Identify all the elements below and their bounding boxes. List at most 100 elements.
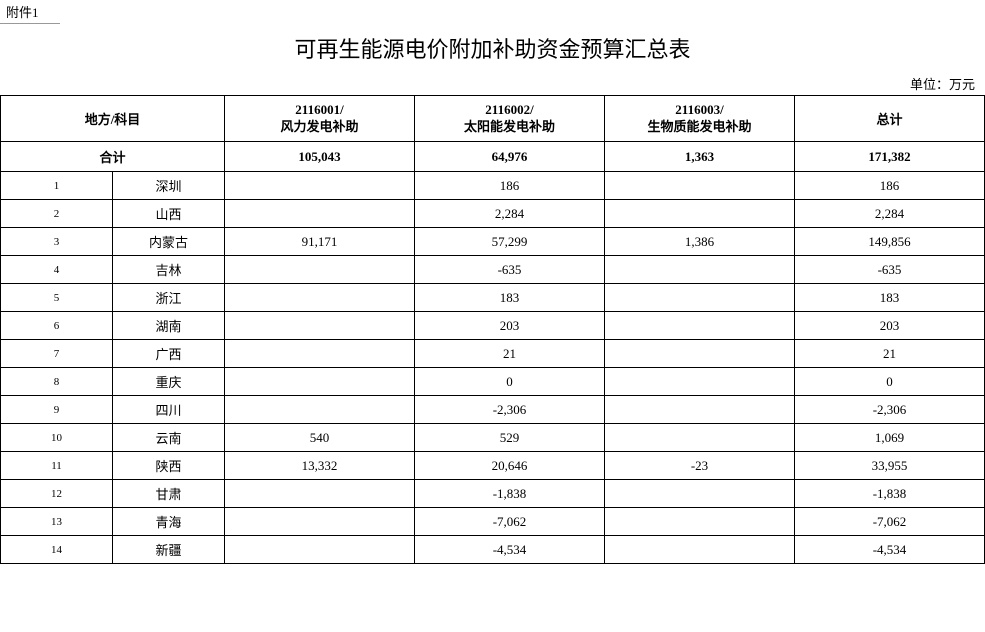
row-total: 21	[795, 340, 985, 368]
row-col2: 529	[415, 424, 605, 452]
row-col2: -1,838	[415, 480, 605, 508]
row-index: 7	[1, 340, 113, 368]
header-col1-code: 2116001/	[231, 102, 408, 119]
table-body: 1深圳1861862山西2,2842,2843内蒙古91,17157,2991,…	[1, 172, 985, 564]
row-region: 山西	[113, 200, 225, 228]
row-col2: 57,299	[415, 228, 605, 256]
table-sum-row: 合计 105,043 64,976 1,363 171,382	[1, 142, 985, 172]
header-total: 总计	[795, 96, 985, 142]
table-row: 4吉林-635-635	[1, 256, 985, 284]
row-region: 新疆	[113, 536, 225, 564]
row-col1	[225, 480, 415, 508]
row-total: 149,856	[795, 228, 985, 256]
row-region: 广西	[113, 340, 225, 368]
header-col3-name: 生物质能发电补助	[611, 119, 788, 136]
table-row: 1深圳 186 186	[1, 172, 985, 200]
row-col2: 20,646	[415, 452, 605, 480]
sum-col1: 105,043	[225, 142, 415, 172]
row-index: 12	[1, 480, 113, 508]
row-total: 33,955	[795, 452, 985, 480]
table-row: 11陕西13,33220,646-2333,955	[1, 452, 985, 480]
table-header-row: 地方/科目 2116001/ 风力发电补助 2116002/ 太阳能发电补助 2…	[1, 96, 985, 142]
row-total: -1,838	[795, 480, 985, 508]
table-row: 6湖南203203	[1, 312, 985, 340]
row-col3	[605, 508, 795, 536]
row-col2: 203	[415, 312, 605, 340]
row-col3	[605, 172, 795, 200]
header-col1: 2116001/ 风力发电补助	[225, 96, 415, 142]
row-index: 4	[1, 256, 113, 284]
row-col1	[225, 340, 415, 368]
page-title: 可再生能源电价附加补助资金预算汇总表	[0, 24, 985, 70]
row-index: 6	[1, 312, 113, 340]
row-index: 1	[1, 172, 113, 200]
row-col3: 1,386	[605, 228, 795, 256]
row-col3	[605, 256, 795, 284]
header-col1-name: 风力发电补助	[231, 119, 408, 136]
header-col3-code: 2116003/	[611, 102, 788, 119]
unit-label: 单位：万元	[0, 70, 985, 95]
row-region: 陕西	[113, 452, 225, 480]
row-col3	[605, 368, 795, 396]
row-col3	[605, 424, 795, 452]
row-col3	[605, 340, 795, 368]
table-row: 14新疆 -4,534 -4,534	[1, 536, 985, 564]
header-col3: 2116003/ 生物质能发电补助	[605, 96, 795, 142]
row-total: -7,062	[795, 508, 985, 536]
header-region-subject: 地方/科目	[1, 96, 225, 142]
row-col3	[605, 312, 795, 340]
attachment-label: 附件1	[0, 0, 60, 24]
row-col2: -4,534	[415, 536, 605, 564]
row-total: 183	[795, 284, 985, 312]
row-region: 内蒙古	[113, 228, 225, 256]
row-col1	[225, 256, 415, 284]
row-index: 11	[1, 452, 113, 480]
row-region: 云南	[113, 424, 225, 452]
row-col2: 21	[415, 340, 605, 368]
header-col2: 2116002/ 太阳能发电补助	[415, 96, 605, 142]
sum-total: 171,382	[795, 142, 985, 172]
row-col3	[605, 536, 795, 564]
row-col2: -2,306	[415, 396, 605, 424]
table-row: 9四川-2,306-2,306	[1, 396, 985, 424]
row-col1: 540	[225, 424, 415, 452]
header-col2-code: 2116002/	[421, 102, 598, 119]
row-col1	[225, 536, 415, 564]
row-col2: 186	[415, 172, 605, 200]
row-total: 186	[795, 172, 985, 200]
row-col3: -23	[605, 452, 795, 480]
row-col2: 183	[415, 284, 605, 312]
row-region: 深圳	[113, 172, 225, 200]
row-index: 8	[1, 368, 113, 396]
row-total: -2,306	[795, 396, 985, 424]
row-total: -635	[795, 256, 985, 284]
row-col3	[605, 200, 795, 228]
row-col1	[225, 312, 415, 340]
row-region: 甘肃	[113, 480, 225, 508]
budget-table: 地方/科目 2116001/ 风力发电补助 2116002/ 太阳能发电补助 2…	[0, 95, 985, 564]
sum-col3: 1,363	[605, 142, 795, 172]
row-col1: 13,332	[225, 452, 415, 480]
row-col2: 2,284	[415, 200, 605, 228]
row-index: 14	[1, 536, 113, 564]
row-col2: 0	[415, 368, 605, 396]
row-region: 湖南	[113, 312, 225, 340]
row-col1	[225, 284, 415, 312]
row-region: 浙江	[113, 284, 225, 312]
row-total: -4,534	[795, 536, 985, 564]
sum-col2: 64,976	[415, 142, 605, 172]
row-col3	[605, 396, 795, 424]
row-col1: 91,171	[225, 228, 415, 256]
table-row: 8重庆00	[1, 368, 985, 396]
table-row: 12甘肃 -1,838 -1,838	[1, 480, 985, 508]
row-col1	[225, 508, 415, 536]
row-index: 9	[1, 396, 113, 424]
row-index: 2	[1, 200, 113, 228]
table-row: 7广西 21 21	[1, 340, 985, 368]
header-col2-name: 太阳能发电补助	[421, 119, 598, 136]
row-col3	[605, 284, 795, 312]
table-row: 2山西2,2842,284	[1, 200, 985, 228]
row-col2: -635	[415, 256, 605, 284]
row-region: 重庆	[113, 368, 225, 396]
table-row: 13青海-7,062-7,062	[1, 508, 985, 536]
